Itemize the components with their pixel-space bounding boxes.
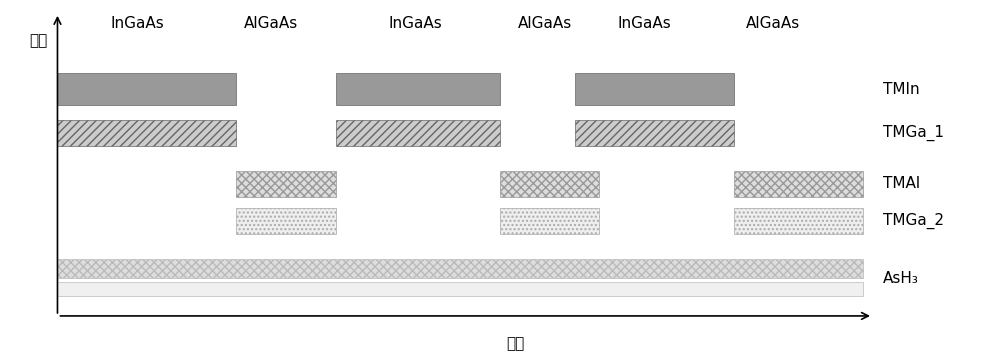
Text: InGaAs: InGaAs xyxy=(389,16,442,31)
Text: TMAl: TMAl xyxy=(883,176,920,191)
Bar xyxy=(236,171,336,197)
Bar xyxy=(57,282,863,296)
Bar xyxy=(236,208,336,234)
Text: InGaAs: InGaAs xyxy=(110,16,164,31)
Bar xyxy=(336,120,500,146)
Text: AlGaAs: AlGaAs xyxy=(518,16,572,31)
Bar xyxy=(575,120,734,146)
Text: AlGaAs: AlGaAs xyxy=(244,16,298,31)
Bar xyxy=(734,208,863,234)
Text: 流量: 流量 xyxy=(29,33,48,48)
Bar xyxy=(57,73,236,105)
Text: 时间: 时间 xyxy=(506,336,524,351)
Bar xyxy=(57,259,863,278)
Text: AsH₃: AsH₃ xyxy=(883,271,919,286)
Bar xyxy=(500,208,599,234)
Bar xyxy=(734,171,863,197)
Bar xyxy=(57,120,236,146)
Bar xyxy=(575,73,734,105)
Text: TMGa_1: TMGa_1 xyxy=(883,125,944,141)
Text: AlGaAs: AlGaAs xyxy=(746,16,801,31)
Bar xyxy=(500,171,599,197)
Text: TMIn: TMIn xyxy=(883,82,919,97)
Bar xyxy=(336,73,500,105)
Text: InGaAs: InGaAs xyxy=(617,16,671,31)
Text: TMGa_2: TMGa_2 xyxy=(883,213,944,229)
